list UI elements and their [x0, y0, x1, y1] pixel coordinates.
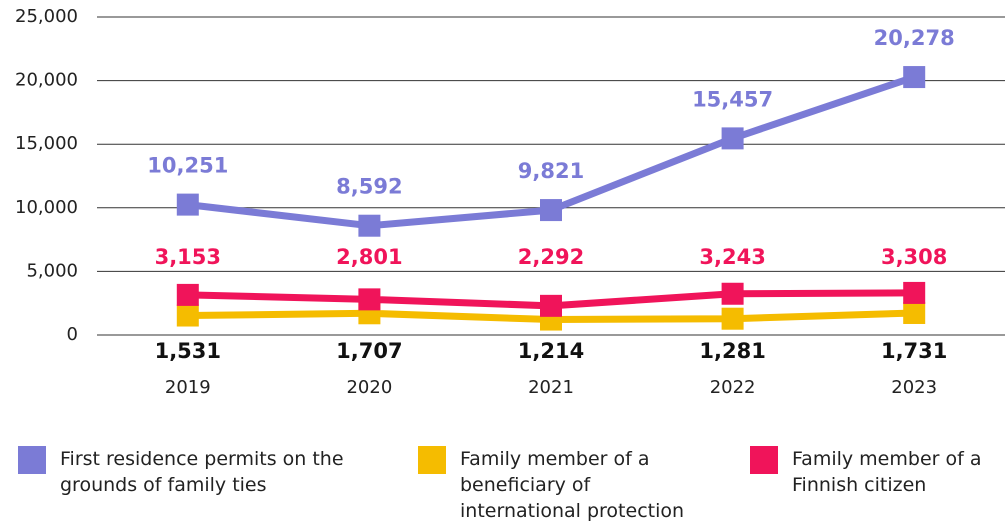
plot: 0 5,000 10,000 15,000 20,000 25,000 2019 2020 20… — [15, 6, 1005, 398]
point — [540, 294, 562, 317]
y-tick-label: 0 — [67, 324, 78, 345]
point — [903, 66, 926, 89]
data-label: 10,251 — [147, 154, 228, 178]
data-label: 3,243 — [699, 245, 765, 269]
data-label: 15,457 — [692, 87, 773, 111]
y-tick-label: 20,000 — [15, 70, 78, 91]
legend-label: First residence permits on the grounds o… — [60, 448, 344, 496]
data-label: 1,531 — [155, 339, 221, 363]
y-tick-label: 5,000 — [26, 260, 78, 281]
legend-item: First residence permits on the grounds o… — [18, 446, 360, 498]
y-tick-label: 10,000 — [15, 197, 78, 218]
x-tick-label: 2022 — [710, 377, 756, 398]
x-tick-label: 2020 — [346, 377, 392, 398]
x-tick-label: 2021 — [528, 377, 574, 398]
point — [176, 193, 199, 216]
point — [721, 282, 744, 305]
data-label: 1,707 — [336, 339, 402, 363]
point — [176, 283, 199, 306]
x-tick-label: 2023 — [891, 377, 937, 398]
point — [540, 199, 562, 222]
data-label: 9,821 — [518, 159, 584, 183]
point — [903, 301, 926, 324]
point — [358, 214, 381, 237]
x-tick-label: 2019 — [165, 377, 211, 398]
data-label: 20,278 — [874, 26, 955, 50]
data-label: 2,292 — [518, 245, 584, 269]
data-label: 3,308 — [881, 245, 947, 269]
point — [358, 288, 381, 311]
point — [721, 307, 744, 330]
data-label: 1,214 — [518, 339, 584, 363]
data-label: 1,281 — [699, 339, 765, 363]
legend-item: Family member of a beneficiary of intern… — [418, 446, 710, 524]
legend-swatch — [750, 446, 778, 474]
point — [721, 127, 744, 150]
legend-swatch — [418, 446, 446, 474]
point — [176, 304, 199, 327]
y-tick-label: 25,000 — [15, 6, 78, 27]
legend-label: Family member of a beneficiary of intern… — [460, 448, 685, 522]
y-tick-label: 15,000 — [15, 133, 78, 154]
data-label: 8,592 — [336, 175, 402, 199]
legend-item: Family member of a Finnish citizen — [750, 446, 1007, 498]
legend-swatch — [18, 446, 46, 474]
point — [903, 281, 926, 304]
data-label: 2,801 — [336, 245, 402, 269]
data-label: 1,731 — [881, 339, 947, 363]
legend-label: Family member of a Finnish citizen — [792, 448, 982, 496]
data-label: 3,153 — [155, 245, 221, 269]
